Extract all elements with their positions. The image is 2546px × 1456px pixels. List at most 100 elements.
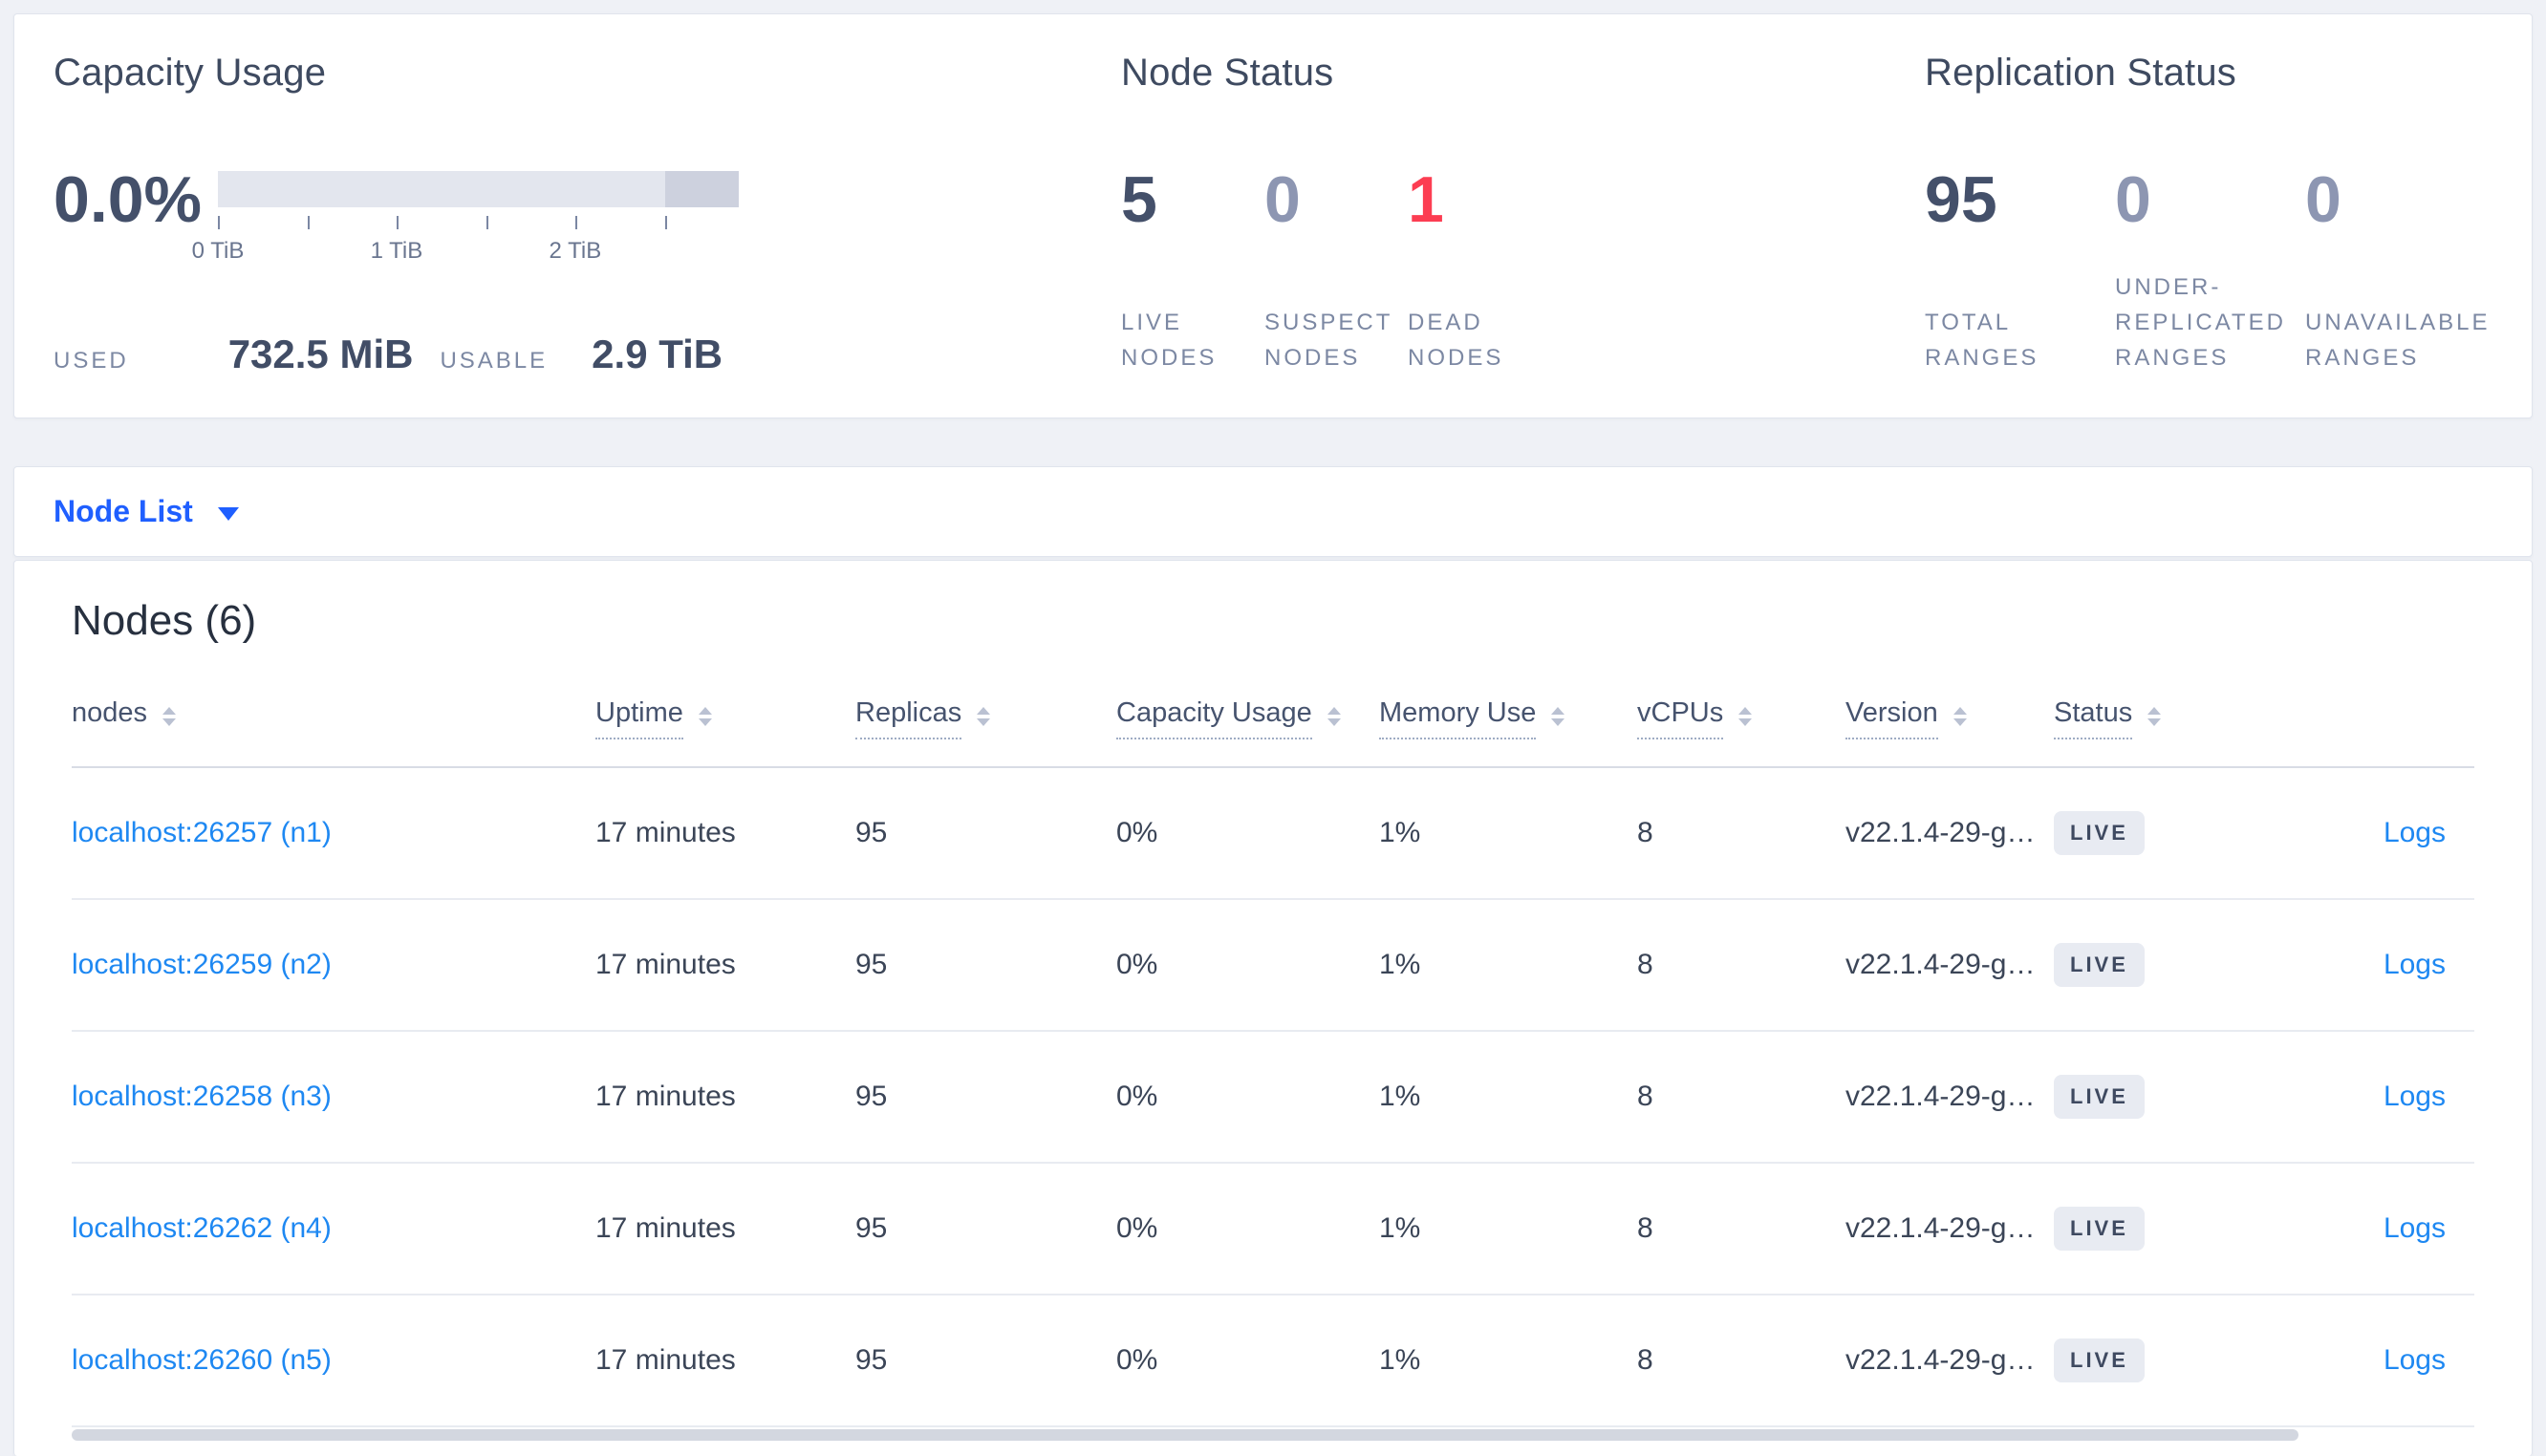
capacity-usage-section: Capacity Usage 0.0% 0 TiB 1 TiB 2 TiB USED…: [14, 14, 1121, 418]
column-header-nodes[interactable]: nodes: [72, 670, 595, 768]
under-replicated-ranges-label: UNDER- REPLICATED RANGES: [2115, 274, 2286, 371]
node-link[interactable]: localhost:26262 (n4): [72, 1212, 332, 1244]
version-cell: v22.1.4-29-g…: [1845, 1295, 2054, 1427]
capacity-axis-labels: 0 TiB 1 TiB 2 TiB: [192, 238, 739, 267]
unavailable-ranges-label: UNAVAILABLE RANGES: [2305, 310, 2491, 371]
tick-label: 1 TiB: [370, 238, 423, 264]
status-badge: LIVE: [2054, 1338, 2145, 1382]
under-replicated-ranges-count: 0: [2115, 163, 2151, 236]
table-row: localhost:26262 (n4) 17 minutes 95 0% 1%…: [72, 1163, 2474, 1295]
memory-use-cell: 1%: [1379, 899, 1637, 1032]
column-header-capacity-usage[interactable]: Capacity Usage: [1116, 670, 1379, 768]
node-list-dropdown[interactable]: Node List: [54, 494, 239, 529]
tick-mark: [396, 216, 399, 229]
capacity-usage-cell: 0%: [1116, 1295, 1379, 1427]
logs-link[interactable]: Logs: [2383, 1081, 2446, 1112]
table-row: localhost:26260 (n5) 17 minutes 95 0% 1%…: [72, 1295, 2474, 1427]
capacity-usage-cell: 0%: [1116, 1031, 1379, 1164]
vcpus-cell: 8: [1637, 1163, 1845, 1295]
node-link[interactable]: localhost:26258 (n3): [72, 1081, 332, 1112]
replication-status-labels: TOTAL RANGES UNDER- REPLICATED RANGES UN…: [1925, 269, 2532, 375]
capacity-usage-cell: 0%: [1116, 899, 1379, 1032]
replication-status-title: Replication Status: [1925, 52, 2237, 94]
tick-mark: [307, 216, 310, 229]
sort-icon: [1738, 706, 1753, 726]
node-status-title: Node Status: [1121, 52, 1334, 94]
live-nodes-count: 5: [1121, 163, 1157, 236]
sort-icon: [1953, 706, 1967, 726]
version-cell: v22.1.4-29-g…: [1845, 1031, 2054, 1164]
capacity-usage-cell: 0%: [1116, 767, 1379, 900]
column-header-status[interactable]: Status: [2054, 670, 2321, 768]
logs-link[interactable]: Logs: [2383, 1212, 2446, 1244]
column-header-memory-use[interactable]: Memory Use: [1379, 670, 1637, 768]
node-link[interactable]: localhost:26257 (n1): [72, 817, 332, 848]
chevron-down-icon: [217, 507, 239, 521]
nodes-panel: Nodes (6) nodes Uptime Replicas: [13, 560, 2533, 1456]
sort-icon: [1551, 706, 1565, 726]
version-cell: v22.1.4-29-g…: [1845, 767, 2054, 900]
logs-link[interactable]: Logs: [2383, 1344, 2446, 1376]
table-row: localhost:26257 (n1) 17 minutes 95 0% 1%…: [72, 767, 2474, 900]
tick-label: 0 TiB: [191, 238, 245, 264]
status-badge: LIVE: [2054, 1075, 2145, 1119]
dead-nodes-count: 1: [1408, 163, 1444, 236]
node-link[interactable]: localhost:26260 (n5): [72, 1344, 332, 1376]
table-row: localhost:26258 (n3) 17 minutes 95 0% 1%…: [72, 1031, 2474, 1164]
replicas-cell: 95: [855, 1031, 1116, 1164]
replicas-cell: 95: [855, 1163, 1116, 1295]
memory-use-cell: 1%: [1379, 1295, 1637, 1427]
vcpus-cell: 8: [1637, 1031, 1845, 1164]
uptime-cell: 17 minutes: [595, 899, 855, 1032]
column-header-logs: [2321, 670, 2474, 768]
version-cell: v22.1.4-29-g…: [1845, 899, 2054, 1032]
nodes-table: nodes Uptime Replicas Capacity Usage Mem…: [72, 670, 2474, 1427]
nodes-section-title: Nodes (6): [72, 597, 257, 644]
version-cell: v22.1.4-29-g…: [1845, 1163, 2054, 1295]
node-list-dropdown-label: Node List: [54, 494, 193, 528]
column-header-version[interactable]: Version: [1845, 670, 2054, 768]
node-status-section: Node Status 5 0 1 LIVE NODES SUSPECT NOD…: [1121, 14, 1925, 418]
dead-nodes-label: DEAD NODES: [1408, 310, 1504, 371]
node-status-values: 5 0 1: [1121, 167, 1925, 232]
table-row: localhost:26259 (n2) 17 minutes 95 0% 1%…: [72, 899, 2474, 1032]
column-header-uptime[interactable]: Uptime: [595, 670, 855, 768]
capacity-gauge: 0.0% 0 TiB 1 TiB 2 TiB: [54, 167, 1121, 267]
tick-mark: [574, 216, 577, 229]
view-selector-bar: Node List: [13, 466, 2533, 557]
node-status-labels: LIVE NODES SUSPECT NODES DEAD NODES: [1121, 305, 1925, 375]
used-value: 732.5 MiB: [227, 332, 414, 376]
status-badge: LIVE: [2054, 1207, 2145, 1251]
sort-icon: [698, 706, 712, 726]
replicas-cell: 95: [855, 767, 1116, 900]
suspect-nodes-label: SUSPECT NODES: [1264, 310, 1393, 371]
uptime-cell: 17 minutes: [595, 1163, 855, 1295]
used-label: USED: [54, 348, 129, 374]
memory-use-cell: 1%: [1379, 767, 1637, 900]
capacity-usage-cell: 0%: [1116, 1163, 1379, 1295]
capacity-axis-ticks: [218, 216, 739, 229]
capacity-used-percent: 0.0%: [54, 163, 202, 236]
capacity-usage-bar: [218, 171, 739, 207]
memory-use-cell: 1%: [1379, 1031, 1637, 1164]
replication-status-section: Replication Status 95 0 0 TOTAL RANGES U…: [1925, 14, 2532, 418]
logs-link[interactable]: Logs: [2383, 817, 2446, 848]
vcpus-cell: 8: [1637, 1295, 1845, 1427]
sort-icon: [2147, 706, 2162, 726]
logs-link[interactable]: Logs: [2383, 949, 2446, 980]
capacity-bar-segment: [664, 171, 739, 207]
capacity-usage-title: Capacity Usage: [54, 52, 327, 94]
uptime-cell: 17 minutes: [595, 767, 855, 900]
sort-icon: [1327, 706, 1341, 726]
table-header-row: nodes Uptime Replicas Capacity Usage Mem…: [72, 670, 2474, 768]
suspect-nodes-count: 0: [1264, 163, 1301, 236]
column-header-replicas[interactable]: Replicas: [855, 670, 1116, 768]
sort-icon: [977, 706, 991, 726]
capacity-bar-stack: 0 TiB 1 TiB 2 TiB: [192, 171, 739, 267]
column-header-vcpus[interactable]: vCPUs: [1637, 670, 1845, 768]
node-link[interactable]: localhost:26259 (n2): [72, 949, 332, 980]
memory-use-cell: 1%: [1379, 1163, 1637, 1295]
usable-value: 2.9 TiB: [592, 332, 723, 376]
horizontal-scrollbar[interactable]: [72, 1429, 2298, 1441]
